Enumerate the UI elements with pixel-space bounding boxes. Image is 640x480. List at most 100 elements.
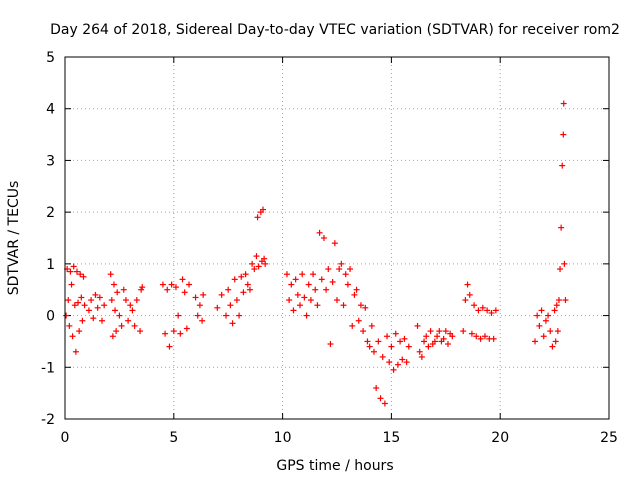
data-point xyxy=(475,307,482,314)
data-point xyxy=(255,263,262,270)
data-point xyxy=(386,359,393,366)
data-point xyxy=(560,100,567,107)
data-point xyxy=(547,328,554,335)
data-point xyxy=(114,289,121,296)
data-point xyxy=(133,297,140,304)
data-point xyxy=(384,333,391,340)
data-point xyxy=(67,268,74,275)
data-point xyxy=(357,302,364,309)
x-tick-label: 20 xyxy=(491,430,509,446)
y-axis-label: SDTVAR / TECUs xyxy=(6,181,22,296)
data-point xyxy=(85,307,92,314)
x-tick-label: 10 xyxy=(274,430,292,446)
data-point xyxy=(92,291,99,298)
data-point xyxy=(96,294,103,301)
data-point xyxy=(334,297,340,304)
data-point xyxy=(542,317,549,324)
data-point xyxy=(351,291,358,298)
data-point xyxy=(388,343,395,350)
data-point xyxy=(540,333,547,340)
data-point xyxy=(65,297,72,304)
data-point xyxy=(316,229,323,236)
data-point xyxy=(297,302,304,309)
data-point xyxy=(553,302,560,309)
data-point xyxy=(390,366,397,373)
data-point xyxy=(303,312,310,319)
data-point xyxy=(368,322,375,329)
data-point xyxy=(460,328,467,335)
data-point xyxy=(364,338,371,345)
data-point xyxy=(471,302,478,309)
x-axis-label: GPS time / hours xyxy=(276,458,393,474)
data-point xyxy=(427,328,434,335)
data-point xyxy=(327,341,334,348)
data-point xyxy=(66,322,73,329)
data-point xyxy=(307,297,314,304)
data-point xyxy=(557,266,564,273)
data-point xyxy=(338,260,345,267)
data-point xyxy=(462,297,469,304)
data-point xyxy=(254,214,261,221)
x-tick-label: 25 xyxy=(600,430,618,446)
data-point xyxy=(329,278,336,285)
data-point xyxy=(129,307,136,314)
ticks: 0 5 10 15 20 25 -2 -1 0 1 2 3 4 5 xyxy=(41,50,618,446)
data-point xyxy=(394,361,401,368)
data-point xyxy=(551,307,558,314)
data-point xyxy=(98,317,105,324)
data-point xyxy=(240,289,247,296)
data-point xyxy=(122,297,129,304)
data-point xyxy=(310,271,317,278)
data-point xyxy=(139,284,146,291)
data-point xyxy=(484,307,491,314)
data-point xyxy=(418,353,425,360)
data-point xyxy=(179,276,186,283)
data-point xyxy=(377,395,384,402)
data-point xyxy=(366,343,373,350)
data-point xyxy=(561,260,568,267)
data-point xyxy=(401,335,408,342)
data-point xyxy=(166,343,173,350)
data-point xyxy=(110,281,117,288)
data-point xyxy=(379,353,386,360)
data-point xyxy=(318,276,325,283)
y-tick-label: 3 xyxy=(46,153,55,169)
data-point xyxy=(294,291,301,298)
data-point xyxy=(434,333,441,340)
data-point xyxy=(177,330,184,337)
data-point xyxy=(549,343,556,350)
data-point xyxy=(562,297,569,304)
data-point xyxy=(233,297,240,304)
data-point xyxy=(194,312,201,319)
data-point xyxy=(236,312,243,319)
data-point xyxy=(94,304,101,311)
data-point xyxy=(481,333,488,340)
data-point xyxy=(560,131,567,138)
data-point xyxy=(116,312,123,319)
data-point xyxy=(431,338,438,345)
data-point xyxy=(488,309,495,316)
data-point xyxy=(131,322,138,329)
data-point xyxy=(108,297,115,304)
data-point xyxy=(440,335,447,342)
data-point xyxy=(81,302,88,309)
data-point xyxy=(183,325,190,332)
data-point xyxy=(75,299,82,306)
data-point xyxy=(466,291,473,298)
data-point xyxy=(242,271,249,278)
data-point xyxy=(559,162,566,169)
data-point xyxy=(381,400,388,407)
data-point xyxy=(107,271,114,278)
data-point xyxy=(399,356,406,363)
chart-title: Day 264 of 2018, Sidereal Day-to-day VTE… xyxy=(50,22,620,38)
data-point xyxy=(403,359,410,366)
data-point xyxy=(72,348,79,355)
data-point xyxy=(199,317,206,324)
data-point xyxy=(88,297,95,304)
data-point xyxy=(340,302,347,309)
data-point xyxy=(538,307,545,314)
data-point xyxy=(536,322,543,329)
data-point xyxy=(320,235,327,241)
y-tick-label: 5 xyxy=(46,50,55,66)
data-point xyxy=(436,328,443,335)
